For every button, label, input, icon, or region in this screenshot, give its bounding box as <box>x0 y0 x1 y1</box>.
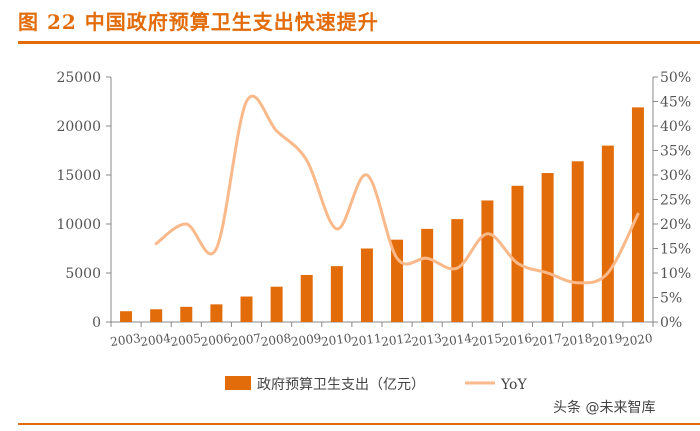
x-tick-label: 2016 <box>501 331 533 349</box>
axes: 0 5000 10000 15000 20000 25000 0% 5% 10% 15% 20% 25… <box>56 70 691 349</box>
x-tick-label: 2018 <box>561 331 593 349</box>
y-right-tick-label: 35% <box>660 144 691 160</box>
x-tick-label: 2007 <box>230 331 262 349</box>
x-tick-label: 2003 <box>109 331 141 349</box>
bottom-divider <box>18 423 700 425</box>
x-tick-label: 2009 <box>290 331 322 349</box>
y-right-tick-label: 25% <box>660 193 691 209</box>
x-tick-label: 2008 <box>260 331 292 349</box>
bar <box>150 309 163 322</box>
bar <box>300 274 313 322</box>
bar <box>421 228 434 322</box>
x-tick-label: 2012 <box>380 331 412 349</box>
bar <box>120 311 133 322</box>
y-right-tick-label: 45% <box>660 95 691 111</box>
bar <box>330 266 343 322</box>
x-tick-label: 2020 <box>621 331 653 349</box>
y-left-tick-label: 15000 <box>56 168 101 184</box>
y-right-tick-label: 5% <box>660 291 682 307</box>
bar <box>541 173 554 322</box>
x-tick-label: 2015 <box>471 331 503 349</box>
y-right-tick-label: 15% <box>660 242 691 258</box>
figure-title: 图 22 中国政府预算卫生支出快速提升 <box>18 10 379 34</box>
legend-line-label: YoY <box>500 377 527 393</box>
x-tick-label: 2014 <box>441 331 474 349</box>
y-right-tick-label: 40% <box>660 119 691 135</box>
bar-series <box>120 107 644 322</box>
bar <box>571 161 584 322</box>
bar <box>180 306 193 322</box>
legend-bar-label: 政府预算卫生支出（亿元） <box>257 377 425 393</box>
y-left-tick-label: 0 <box>92 315 101 331</box>
y-left-tick-label: 5000 <box>65 266 101 282</box>
title-divider <box>18 41 700 44</box>
x-tick-label: 2013 <box>411 331 443 349</box>
watermark: 头条 @未来智库 <box>553 400 656 416</box>
x-tick-label: 2011 <box>350 331 382 349</box>
yoy-line <box>154 94 640 285</box>
bar <box>511 185 524 322</box>
bar <box>270 286 283 322</box>
y-left-tick-label: 20000 <box>56 119 101 135</box>
y-left-tick-label: 25000 <box>56 70 101 86</box>
y-right-tick-label: 20% <box>660 217 691 233</box>
bar <box>210 304 223 322</box>
y-right-tick-label: 30% <box>660 168 691 184</box>
x-tick-label: 2006 <box>200 331 232 349</box>
legend: 政府预算卫生支出（亿元） YoY <box>225 376 527 393</box>
x-tick-label: 2019 <box>591 331 623 349</box>
x-tick-label: 2005 <box>170 331 202 349</box>
bar <box>481 200 494 322</box>
bar <box>360 248 373 322</box>
legend-bar-swatch <box>225 376 251 390</box>
bar <box>240 296 253 322</box>
x-tick-label: 2010 <box>320 331 352 349</box>
x-tick-label: 2017 <box>531 331 563 349</box>
y-right-tick-label: 0% <box>660 315 682 331</box>
y-right-tick-label: 10% <box>660 266 691 282</box>
bar <box>451 219 464 322</box>
bar <box>601 145 614 322</box>
line-series <box>154 94 640 285</box>
x-tick-label: 2004 <box>140 331 173 349</box>
y-left-tick-label: 10000 <box>56 217 101 233</box>
y-right-tick-label: 50% <box>660 70 691 86</box>
